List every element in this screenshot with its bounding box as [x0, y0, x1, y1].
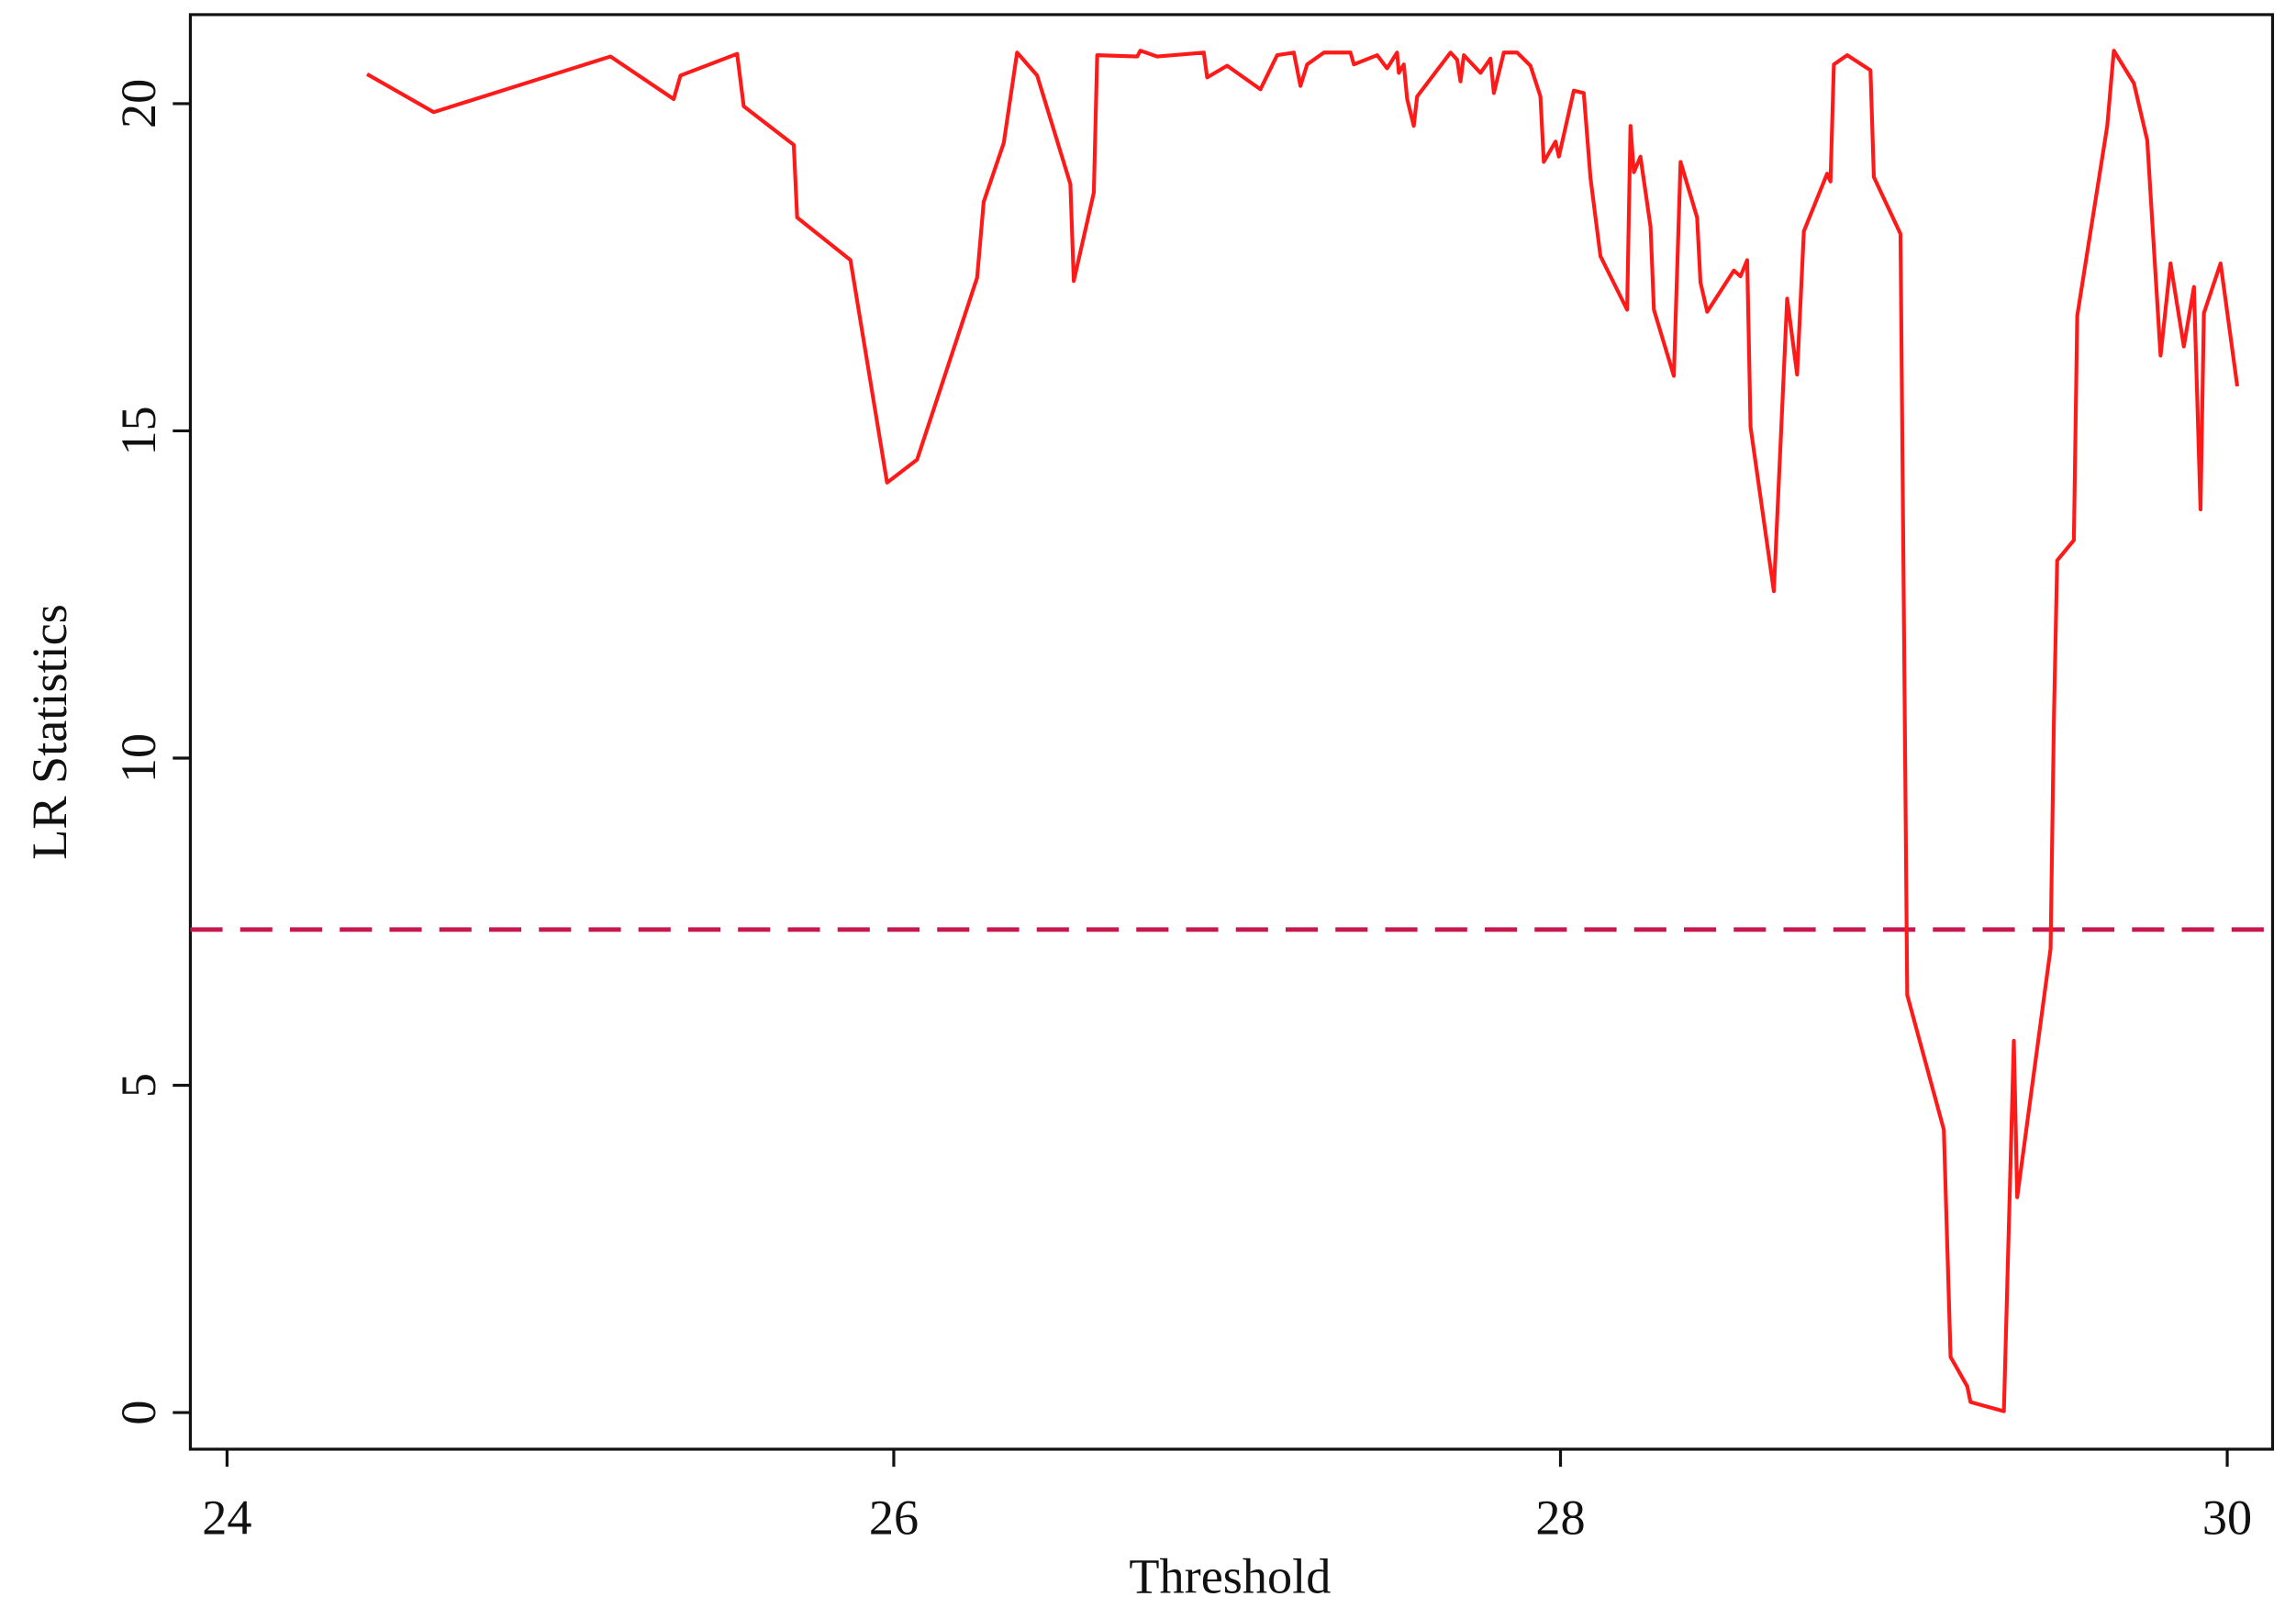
y-tick-label: 15	[111, 406, 166, 455]
x-tick-label: 24	[202, 1491, 251, 1546]
x-tick-label: 28	[1535, 1491, 1585, 1546]
y-tick-label: 0	[111, 1400, 166, 1424]
x-axis-label: Threshold	[1129, 1548, 1331, 1603]
plot-frame	[188, 13, 2275, 1451]
y-axis-label: LR Statistics	[22, 604, 77, 860]
x-tick-label: 30	[2202, 1491, 2252, 1546]
y-tick-label: 5	[111, 1073, 166, 1098]
y-tick-label: 20	[111, 79, 166, 128]
x-tick-label: 26	[869, 1491, 919, 1546]
data-line	[366, 49, 2240, 1413]
y-tick-label: 10	[111, 733, 166, 783]
